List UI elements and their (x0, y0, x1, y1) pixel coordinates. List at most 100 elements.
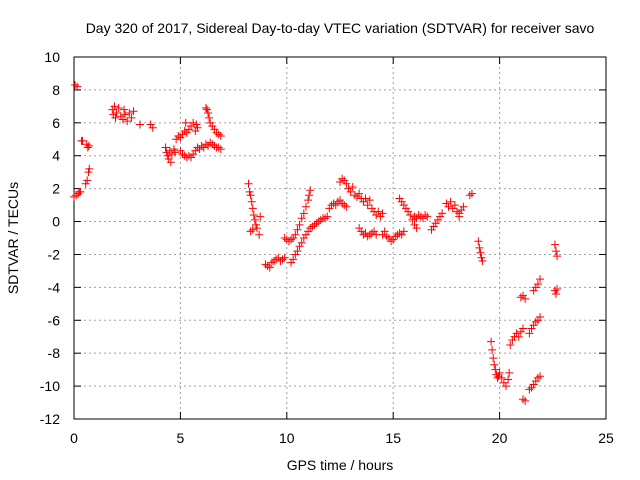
data-point (487, 337, 496, 346)
data-point (551, 289, 560, 298)
data-point (191, 127, 200, 136)
data-point (477, 253, 486, 262)
y-tick-label: 0 (52, 214, 60, 230)
data-point (244, 179, 253, 188)
data-point (457, 206, 466, 215)
data-point (323, 212, 332, 221)
x-tick-label: 10 (279, 430, 295, 446)
data-point (248, 204, 257, 213)
data-point (304, 227, 313, 236)
data-point (291, 250, 300, 259)
data-point (550, 286, 559, 295)
data-point (506, 340, 515, 349)
data-point (248, 225, 257, 234)
data-point (203, 105, 211, 114)
data-point (129, 107, 138, 116)
y-tick-label: -2 (48, 246, 61, 262)
data-point (350, 191, 359, 200)
data-point (85, 164, 94, 173)
data-point (146, 120, 155, 129)
data-point (367, 204, 376, 213)
data-point (553, 252, 562, 261)
data-point (427, 225, 436, 234)
data-point (551, 247, 560, 256)
data-point (478, 257, 487, 266)
data-point (378, 209, 387, 218)
data-point (531, 283, 540, 292)
data-point (521, 396, 530, 405)
data-point (465, 191, 474, 200)
data-point (208, 122, 217, 131)
data-point (376, 212, 385, 221)
data-point (163, 151, 172, 160)
data-point (178, 150, 187, 159)
data-point (348, 182, 357, 191)
data-point (491, 365, 500, 374)
data-point (497, 373, 506, 382)
data-point (170, 145, 179, 154)
data-point (245, 187, 254, 196)
data-point (489, 354, 498, 363)
data-point (389, 235, 398, 244)
data-point (372, 210, 381, 219)
data-point (450, 201, 459, 210)
data-point (148, 123, 157, 132)
data-point (529, 286, 538, 295)
data-point (527, 324, 536, 333)
data-point (536, 312, 545, 321)
data-point (210, 125, 219, 134)
data-point (363, 201, 372, 210)
data-point (336, 178, 344, 187)
data-point (321, 214, 330, 223)
data-point (112, 108, 121, 117)
data-point (276, 257, 285, 266)
data-point (299, 234, 308, 242)
y-tick-label: 4 (52, 148, 60, 164)
data-point (116, 112, 125, 121)
data-point (412, 224, 421, 233)
data-point (297, 238, 306, 247)
data-point (121, 110, 130, 119)
data-point (340, 201, 349, 210)
data-point (120, 105, 129, 114)
y-tick-label: 8 (52, 82, 60, 98)
data-point (167, 150, 176, 159)
data-point (204, 108, 213, 117)
y-tick-label: -12 (40, 411, 60, 427)
data-point (421, 210, 430, 219)
data-point (436, 212, 445, 221)
data-point (73, 82, 82, 91)
y-tick-label: 10 (44, 49, 60, 65)
data-point (467, 189, 476, 198)
data-point (267, 258, 276, 267)
data-point (253, 224, 262, 233)
data-point (529, 380, 538, 389)
x-axis-label: GPS time / hours (287, 457, 394, 473)
data-point (316, 215, 325, 224)
data-point (553, 285, 562, 294)
data-point (340, 176, 349, 185)
data-point (310, 220, 319, 229)
data-point (408, 215, 417, 224)
data-point (176, 133, 185, 142)
data-point (514, 332, 523, 341)
data-point (344, 184, 353, 193)
data-point (263, 261, 272, 270)
data-point (361, 194, 370, 203)
data-point (418, 214, 427, 223)
data-point (246, 227, 255, 236)
data-point (216, 131, 225, 140)
data-point (446, 197, 455, 206)
data-point (304, 196, 313, 205)
data-point (374, 207, 383, 216)
data-point (81, 179, 90, 188)
data-point (384, 234, 393, 242)
data-point (387, 237, 396, 246)
data-point (519, 395, 528, 404)
data-point (410, 220, 419, 229)
data-point (380, 227, 389, 236)
data-point (174, 131, 183, 140)
data-point (519, 291, 528, 300)
data-point (176, 146, 185, 155)
